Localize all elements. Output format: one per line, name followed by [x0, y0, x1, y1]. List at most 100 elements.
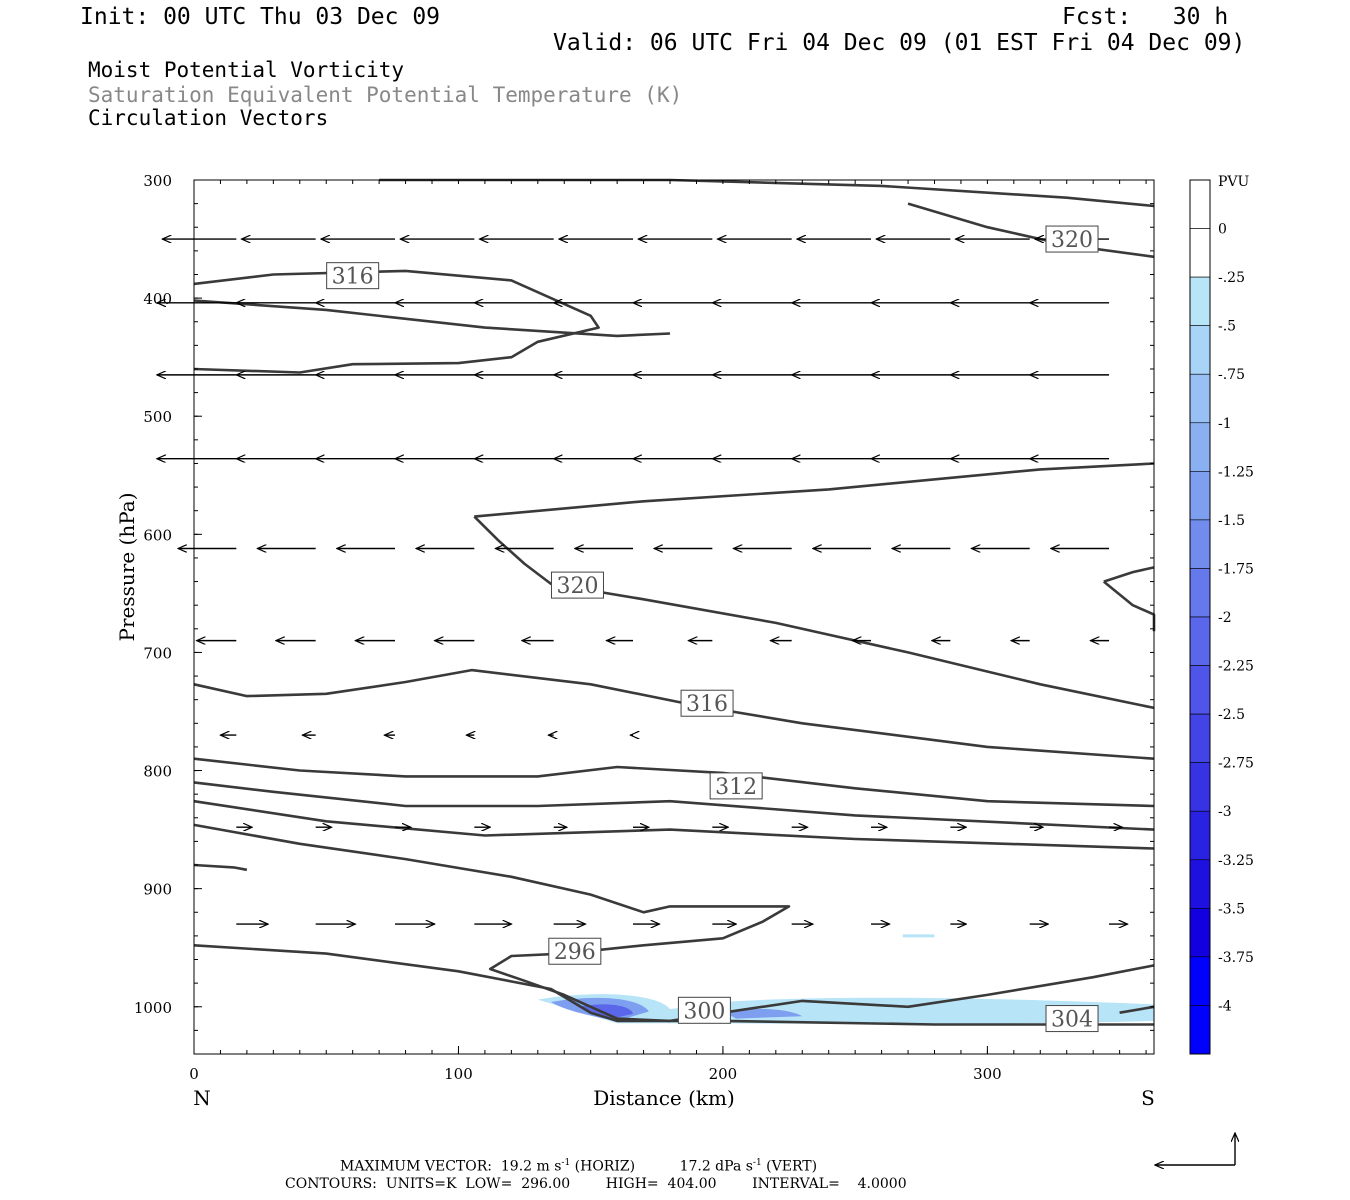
colorbar-segment — [1189, 762, 1211, 812]
max-vector-legend-icon — [1155, 1133, 1235, 1165]
colorbar-segment — [1189, 276, 1211, 326]
colorbar-label: -4 — [1218, 998, 1232, 1014]
colorbar-label: -.5 — [1218, 319, 1236, 335]
colorbar-segment — [1189, 713, 1211, 763]
y-tick-label: 900 — [143, 881, 172, 899]
x-end-label-north: N — [193, 1086, 211, 1110]
valid-time: Valid: 06 UTC Fri 04 Dec 09 (01 EST Fri … — [553, 30, 1246, 56]
theta-es-contour — [1102, 580, 1156, 632]
colorbar-label: -2.75 — [1218, 756, 1254, 772]
contour-label: 312 — [715, 775, 757, 800]
theta-es-contour — [379, 178, 1155, 208]
contour-label: 296 — [554, 940, 596, 965]
colorbar-segment — [1189, 956, 1211, 1006]
colorbar-label: -3 — [1218, 804, 1232, 820]
y-tick-label: 600 — [143, 526, 172, 544]
contour-info: CONTOURS: UNITS=K LOW= 296.00 HIGH= 404.… — [285, 1176, 907, 1192]
theta-es-contour — [193, 781, 1155, 831]
contour-label: 320 — [556, 574, 598, 599]
y-tick-label: 1000 — [134, 999, 172, 1017]
colorbar-segment — [1189, 616, 1211, 666]
colorbar-label: -3.5 — [1218, 901, 1245, 917]
title-mpv: Moist Potential Vorticity — [88, 58, 405, 82]
colorbar-segment — [1189, 228, 1211, 278]
colorbar-label: -1 — [1218, 416, 1232, 432]
colorbar-segment — [1189, 810, 1211, 861]
pv-colorbar: PVU 0 -.25 -.5 -.75 -1 -1.25 -1.5 -1.75 -2 -2.25 -2… — [1189, 174, 1254, 1055]
colorbar-segment — [1189, 665, 1211, 715]
colorbar-segment — [1189, 471, 1211, 521]
y-tick-label: 400 — [143, 290, 172, 308]
x-axis-title: Distance (km) — [593, 1086, 735, 1110]
colorbar-label: -2.5 — [1218, 707, 1245, 723]
colorbar-segment — [1189, 859, 1211, 909]
colorbar-frame — [1189, 179, 1211, 1055]
contour-label: 300 — [683, 999, 725, 1024]
contour-label: 316 — [332, 265, 374, 290]
contour-label-box — [550, 571, 604, 599]
max-vector-text: MAXIMUM VECTOR: 19.2 m s-1 (HORIZ) 17.2 … — [340, 1158, 818, 1175]
x-end-label-south: S — [1141, 1086, 1155, 1110]
theta-es-contour — [193, 668, 1155, 760]
colorbar-label: -2 — [1218, 610, 1232, 626]
colorbar-label: -3.25 — [1218, 853, 1254, 869]
theta-es-contour — [193, 823, 1155, 1023]
x-tick-label: 200 — [709, 1065, 738, 1083]
contour-label-box — [709, 772, 763, 800]
contour-label-box — [326, 262, 380, 290]
contour-label: 304 — [1051, 1008, 1093, 1033]
init-time: Init: 00 UTC Thu 03 Dec 09 — [80, 4, 441, 30]
colorbar-segment — [1189, 1005, 1211, 1055]
theta-es-contour — [907, 202, 1155, 259]
y-tick-label: 500 — [143, 408, 172, 426]
theta-es-contour — [193, 944, 1154, 1026]
title-vectors: Circulation Vectors — [88, 106, 329, 130]
theta-es-contours — [193, 178, 1156, 1026]
colorbar-label: 0 — [1218, 222, 1227, 238]
colorbar-label: -.25 — [1218, 270, 1245, 286]
plot-frame — [193, 179, 1155, 1055]
contour-label: 316 — [686, 692, 728, 717]
colorbar-label: -3.75 — [1218, 950, 1254, 966]
x-tick-label: 0 — [189, 1065, 199, 1083]
colorbar-segment — [1189, 179, 1211, 229]
colorbar-segment — [1189, 908, 1211, 958]
x-tick-label: 100 — [444, 1065, 473, 1083]
theta-es-contour — [474, 462, 1155, 518]
contour-label-box — [1045, 1005, 1099, 1033]
colorbar-title: PVU — [1218, 174, 1250, 190]
contour-label-box — [548, 937, 602, 965]
theta-es-contour — [1119, 1005, 1155, 1014]
theta-es-contour — [1103, 566, 1155, 583]
contour-label: 320 — [1051, 228, 1093, 253]
y-tick-label: 800 — [143, 763, 172, 781]
contour-label-box — [677, 996, 731, 1024]
colorbar-segment — [1189, 568, 1211, 618]
theta-es-contour — [473, 515, 1155, 710]
theta-es-contour — [193, 299, 671, 338]
x-tick-label: 300 — [973, 1065, 1002, 1083]
y-tick-label: 300 — [143, 172, 172, 190]
colorbar-label: -2.25 — [1218, 659, 1254, 675]
contour-label-box — [680, 689, 734, 717]
colorbar-segment — [1189, 373, 1211, 424]
colorbar-segment — [1189, 422, 1211, 472]
contour-label-box — [1045, 225, 1099, 253]
plot-axes: 300 400 500 600 700 800 900 1000 0 100 200 300 Dista… — [115, 172, 1155, 1110]
forecast-hour: Fcst: 30 h — [1062, 4, 1229, 30]
colorbar-segment — [1189, 325, 1211, 375]
theta-es-contour — [193, 757, 1155, 808]
pv-shade-moderate-2 — [722, 1009, 803, 1019]
y-axis-title: Pressure (hPa) — [115, 493, 139, 642]
contour-labels: 316 320 320 316 312 296 300 304 — [326, 225, 1099, 1033]
theta-es-contour — [193, 269, 600, 374]
theta-es-contour — [193, 799, 1155, 850]
colorbar-label: -1.5 — [1218, 513, 1245, 529]
y-tick-label: 700 — [143, 644, 172, 662]
colorbar-segment — [1189, 519, 1211, 569]
theta-es-contour — [193, 863, 248, 872]
title-theta-es: Saturation Equivalent Potential Temperat… — [88, 83, 683, 107]
colorbar-label: -1.75 — [1218, 561, 1254, 577]
colorbar-label: -1.25 — [1218, 464, 1254, 480]
